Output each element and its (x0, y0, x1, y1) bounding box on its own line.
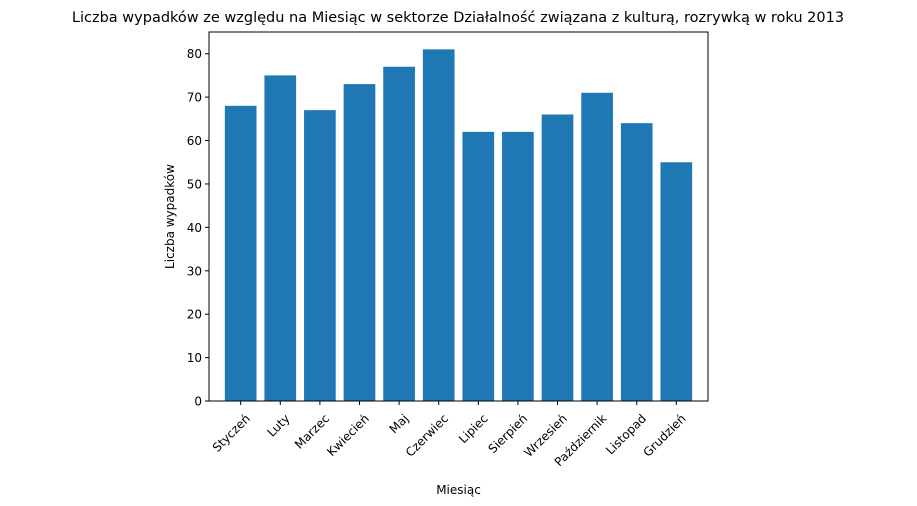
bar-marzec (304, 110, 336, 401)
y-axis-label: Liczba wypadków (163, 164, 177, 269)
y-axis-ticks: 0 10 20 30 40 50 60 70 80 (187, 47, 209, 409)
y-tick-label: 30 (187, 264, 202, 278)
bar-wrzesień (541, 114, 574, 401)
bar-luty (264, 75, 297, 401)
y-tick-label: 0 (194, 395, 202, 409)
bar-series (224, 49, 693, 402)
bar-grudzień (660, 162, 693, 401)
y-tick-label: 40 (187, 221, 202, 235)
bar-kwiecień (343, 84, 376, 401)
bar-październik (581, 92, 613, 401)
bar-sierpień (502, 131, 534, 401)
bar-czerwiec (422, 49, 455, 402)
bar-listopad (620, 123, 653, 401)
y-tick-label: 20 (187, 308, 202, 322)
bar-lipiec (462, 131, 495, 401)
y-tick-label: 50 (187, 177, 202, 191)
y-tick-label: 60 (187, 134, 202, 148)
y-tick-label: 10 (187, 351, 202, 365)
bar-maj (383, 66, 415, 401)
y-tick-label: 70 (187, 91, 202, 105)
bar-styczeń (224, 105, 257, 402)
plot-frame (208, 31, 709, 402)
x-axis-label: Miesiąc (436, 483, 481, 497)
y-tick-label: 80 (187, 47, 202, 61)
chart-title: Liczba wypadków ze względu na Miesiąc w … (72, 10, 844, 26)
